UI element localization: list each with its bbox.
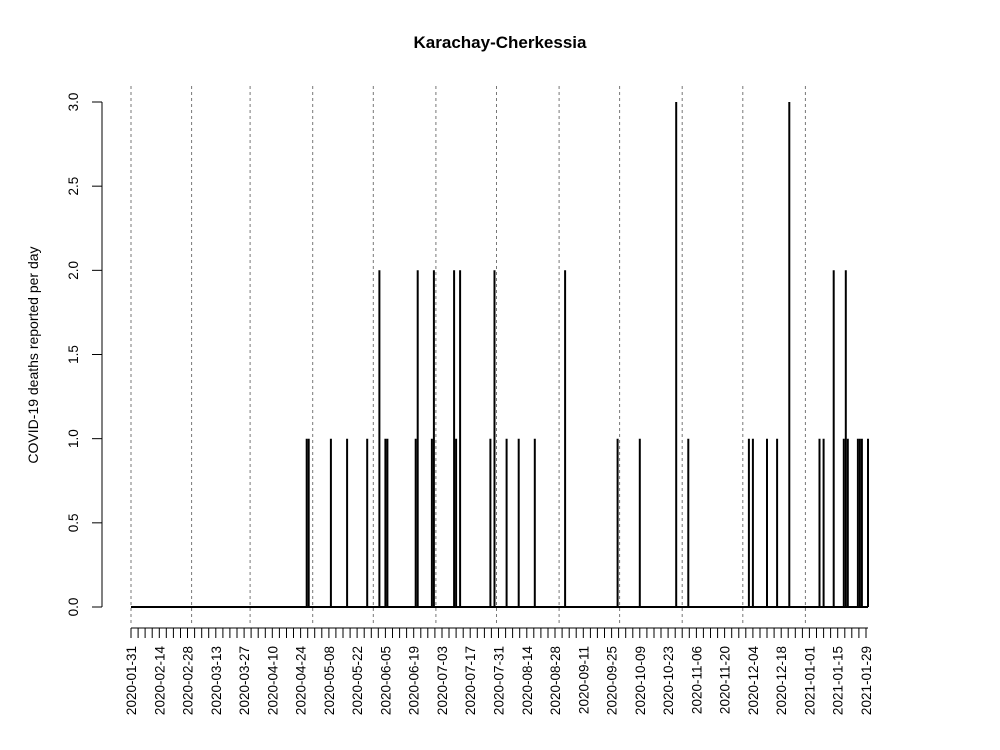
chart-title: Karachay-Cherkessia bbox=[414, 33, 587, 52]
x-tick-label: 2020-11-20 bbox=[718, 646, 733, 714]
x-tick-label: 2020-12-18 bbox=[774, 646, 789, 715]
y-axis: 0.0 0.5 1.0 1.5 2.0 2.5 3.0 bbox=[66, 93, 103, 617]
x-axis: 2020-01-31 2020-02-14 2020-02-28 2020-03-13… bbox=[124, 627, 874, 716]
y-tick-label: 2.5 bbox=[66, 177, 81, 196]
x-tick-label: 2020-07-17 bbox=[463, 646, 478, 715]
x-tick-label: 2020-11-06 bbox=[689, 646, 704, 714]
data-bars bbox=[131, 102, 869, 608]
x-tick-label: 2020-09-11 bbox=[576, 646, 591, 714]
x-tick-label: 2020-09-25 bbox=[605, 646, 620, 715]
y-tick-label: 1.0 bbox=[66, 429, 81, 448]
y-axis-label: COVID-19 deaths reported per day bbox=[25, 246, 41, 463]
x-tick-label: 2020-07-03 bbox=[435, 646, 450, 715]
y-tick-label: 0.0 bbox=[66, 598, 81, 617]
x-tick-label: 2020-12-04 bbox=[746, 646, 761, 716]
y-tick-label: 1.5 bbox=[66, 345, 81, 364]
y-tick-label: 2.0 bbox=[66, 261, 81, 280]
x-tick-label: 2020-01-31 bbox=[124, 646, 139, 715]
x-tick-label: 2020-10-23 bbox=[661, 646, 676, 715]
x-tick-label: 2020-03-13 bbox=[209, 646, 224, 715]
x-tick-label: 2020-05-08 bbox=[322, 646, 337, 715]
gridlines bbox=[130, 86, 806, 626]
y-tick-label: 3.0 bbox=[66, 93, 81, 112]
x-tick-label: 2020-10-09 bbox=[633, 646, 648, 715]
x-tick-label: 2021-01-01 bbox=[802, 646, 817, 715]
x-tick-label: 2021-01-15 bbox=[831, 646, 846, 715]
x-tick-label: 2020-08-28 bbox=[548, 646, 563, 715]
x-tick-label: 2020-06-05 bbox=[378, 646, 393, 715]
x-tick-label: 2020-04-10 bbox=[265, 646, 280, 715]
x-tick-label: 2020-08-14 bbox=[520, 646, 535, 716]
x-tick-label: 2020-03-27 bbox=[237, 646, 252, 715]
x-tick-label: 2020-02-14 bbox=[152, 646, 167, 716]
x-tick-label: 2021-01-29 bbox=[859, 646, 874, 715]
y-tick-label: 0.5 bbox=[66, 513, 81, 532]
x-tick-label: 2020-05-22 bbox=[350, 646, 365, 715]
x-tick-label: 2020-04-24 bbox=[294, 646, 309, 716]
x-tick-label: 2020-07-31 bbox=[492, 646, 507, 715]
x-tick-label: 2020-02-28 bbox=[181, 646, 196, 715]
x-tick-label: 2020-06-19 bbox=[407, 646, 422, 715]
